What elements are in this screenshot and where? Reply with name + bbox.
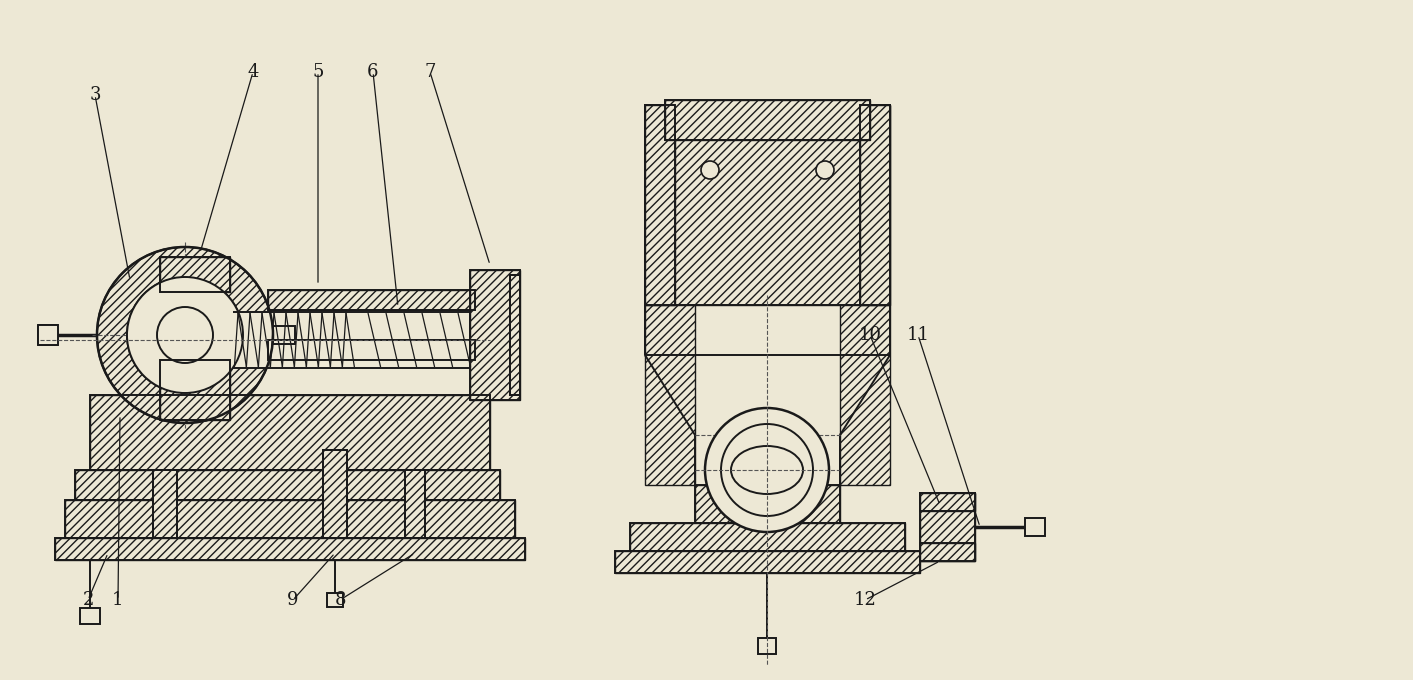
Bar — [153, 470, 177, 538]
Bar — [615, 551, 920, 573]
Bar — [324, 450, 348, 538]
Text: 6: 6 — [367, 63, 379, 81]
Bar — [55, 538, 526, 560]
Bar — [55, 538, 526, 560]
Text: 12: 12 — [853, 591, 876, 609]
Bar — [273, 326, 295, 344]
Bar — [160, 257, 230, 292]
Text: 9: 9 — [287, 591, 298, 609]
Circle shape — [815, 161, 834, 179]
Bar — [666, 100, 870, 140]
Ellipse shape — [731, 446, 803, 494]
Bar — [695, 485, 839, 523]
Bar — [615, 551, 920, 573]
Bar — [90, 395, 490, 470]
Bar — [406, 470, 425, 538]
Bar — [1024, 518, 1046, 536]
Bar — [268, 340, 475, 360]
Bar — [471, 270, 520, 400]
Bar — [861, 105, 890, 305]
Bar — [510, 275, 520, 395]
Circle shape — [705, 408, 829, 532]
Bar — [153, 470, 177, 538]
Circle shape — [157, 307, 213, 363]
Wedge shape — [97, 247, 273, 423]
Bar — [81, 608, 100, 624]
Bar — [920, 493, 975, 511]
Bar — [160, 257, 230, 420]
Text: 10: 10 — [859, 326, 882, 344]
Bar — [644, 105, 890, 305]
Bar — [268, 290, 475, 310]
Bar — [90, 395, 490, 470]
Bar — [160, 257, 230, 292]
Text: 3: 3 — [89, 86, 100, 104]
Bar — [920, 543, 975, 561]
Bar — [268, 340, 475, 360]
Bar — [326, 593, 343, 607]
Bar — [630, 523, 904, 551]
Bar — [839, 305, 890, 485]
Bar — [666, 100, 870, 140]
Text: 7: 7 — [424, 63, 435, 81]
Bar — [920, 493, 975, 511]
Text: 1: 1 — [112, 591, 124, 609]
Circle shape — [701, 161, 719, 179]
Text: 11: 11 — [907, 326, 930, 344]
Bar — [920, 543, 975, 561]
Bar — [644, 105, 675, 305]
Bar — [324, 450, 348, 538]
Bar — [273, 326, 295, 344]
Bar — [695, 485, 839, 523]
Bar — [861, 105, 890, 305]
Circle shape — [127, 277, 243, 393]
Bar — [268, 290, 475, 310]
Text: 4: 4 — [247, 63, 259, 81]
Bar — [38, 325, 58, 345]
Bar — [757, 638, 776, 654]
Bar — [644, 105, 675, 305]
Bar — [644, 105, 675, 305]
Bar — [75, 470, 500, 500]
Bar — [644, 305, 695, 485]
Bar — [920, 493, 975, 561]
Bar — [644, 105, 890, 305]
Bar — [160, 360, 230, 420]
Bar — [65, 500, 514, 538]
Bar — [406, 470, 425, 538]
Bar — [861, 105, 890, 305]
Text: 2: 2 — [82, 591, 93, 609]
Bar — [65, 500, 514, 538]
Text: 8: 8 — [335, 591, 346, 609]
Text: 5: 5 — [312, 63, 324, 81]
Bar — [920, 493, 975, 561]
Bar — [630, 523, 904, 551]
Bar — [471, 270, 520, 400]
Bar — [233, 312, 471, 368]
Bar — [75, 470, 500, 500]
Circle shape — [721, 424, 812, 516]
Bar — [160, 360, 230, 420]
Bar — [510, 275, 520, 395]
